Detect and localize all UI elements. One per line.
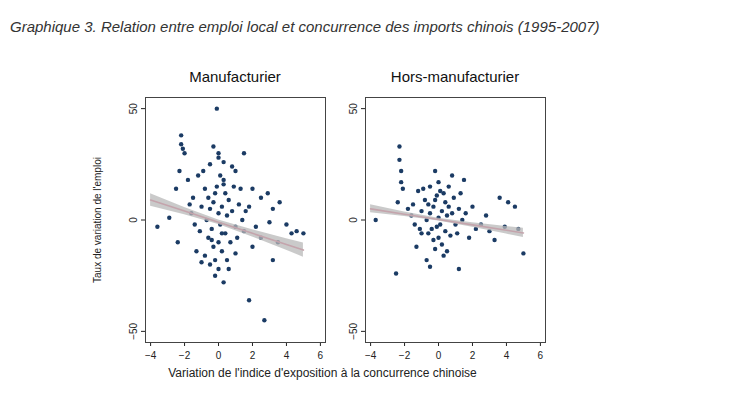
svg-text:6: 6 (538, 350, 544, 361)
svg-text:Taux de variation de l'emploi: Taux de variation de l'emploi (92, 157, 103, 283)
svg-text:50: 50 (348, 103, 359, 115)
svg-text:2: 2 (250, 350, 256, 361)
svg-text:4: 4 (284, 350, 290, 361)
html-text:Hors-manufacturier: Hors-manufacturier (390, 68, 520, 85)
svg-text:4: 4 (504, 350, 510, 361)
svg-text:−4: −4 (145, 350, 157, 361)
svg-text:0: 0 (348, 217, 359, 223)
svg-text:0: 0 (436, 350, 442, 361)
html-text:Graphique 3. Relation entre em: Graphique 3. Relation entre emploi local… (10, 18, 600, 35)
svg-text:2: 2 (470, 350, 476, 361)
svg-text:0: 0 (216, 350, 222, 361)
svg-text:−4: −4 (365, 350, 377, 361)
svg-text:−50: −50 (348, 322, 359, 339)
svg-text:6: 6 (318, 350, 324, 361)
svg-text:0: 0 (128, 217, 139, 223)
svg-text:−50: −50 (128, 322, 139, 339)
html-text:Manufacturier: Manufacturier (189, 68, 281, 85)
svg-text:−2: −2 (399, 350, 411, 361)
html-text:Variation de l'indice d'exposi: Variation de l'indice d'exposition à la … (168, 366, 477, 380)
svg-text:50: 50 (128, 103, 139, 115)
svg-text:−2: −2 (179, 350, 191, 361)
